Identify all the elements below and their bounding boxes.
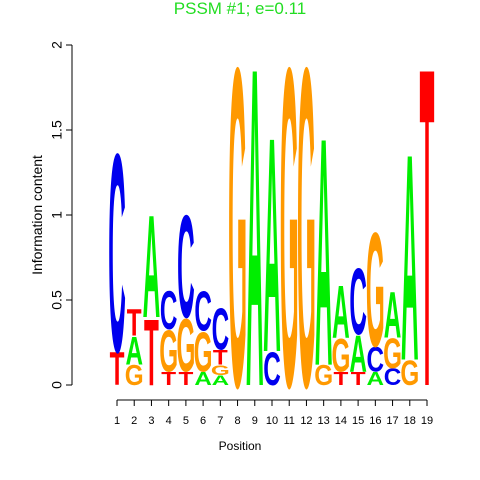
x-tick-label: 19 — [421, 415, 433, 427]
logo-letter: G — [314, 359, 333, 391]
x-tick-label: 6 — [200, 415, 206, 427]
x-tick-label: 17 — [386, 415, 398, 427]
logo-letter: G — [400, 355, 419, 393]
x-axis-label: Position — [219, 439, 262, 453]
x-tick-label: 11 — [284, 415, 295, 427]
logo-letter: G — [125, 359, 144, 391]
logo-letter: A — [263, 75, 281, 418]
logo-letter: C — [263, 342, 281, 395]
logo-letter: G — [366, 199, 385, 381]
logo-letter: A — [125, 330, 143, 375]
logo-letter: C — [367, 341, 385, 379]
x-tick-label: 16 — [369, 415, 381, 427]
y-tick-label: 0 — [49, 381, 65, 389]
logo-letter: T — [110, 342, 125, 395]
logo-letter: G — [176, 303, 195, 388]
x-tick-label: 2 — [131, 415, 137, 427]
x-tick-label: 18 — [404, 415, 416, 427]
logo-letter: A — [401, 93, 419, 423]
logo-letter: A — [332, 269, 350, 354]
logo-letter: A — [212, 373, 230, 389]
y-axis-label: Information content — [29, 155, 45, 275]
logo-letter: G — [383, 331, 402, 378]
x-tick-label: 12 — [300, 415, 312, 427]
x-tick-label: 1 — [114, 415, 120, 427]
x-tick-label: 3 — [148, 415, 154, 427]
x-tick-label: 14 — [335, 415, 347, 427]
x-tick-label: 7 — [217, 415, 223, 427]
logo-letter: A — [143, 186, 161, 349]
logo-letter: G — [159, 318, 178, 385]
y-tick-label: 2 — [49, 41, 65, 49]
y-tick-label: 1.5 — [49, 120, 65, 140]
logo-letter: A — [194, 368, 212, 390]
logo-letter: G — [280, 0, 299, 480]
y-tick-label: 1 — [49, 211, 65, 219]
logo-letter: C — [212, 296, 230, 363]
x-tick-label: 8 — [234, 415, 240, 427]
logo-letter: G — [211, 363, 230, 379]
logo-letter: A — [349, 324, 367, 383]
logo-letter: G — [331, 329, 350, 382]
logo-letter: A — [315, 70, 333, 434]
logo-letter: A — [384, 278, 402, 352]
x-tick-label: 4 — [166, 415, 172, 427]
x-tick-label: 10 — [266, 415, 278, 427]
logo-letter: A — [367, 368, 385, 390]
logo-letter: C — [108, 95, 126, 412]
logo-letter: C — [160, 280, 178, 341]
logo-letter: G — [297, 0, 316, 480]
logo-letter: G — [228, 0, 247, 480]
logo-letter: T — [161, 368, 177, 390]
chart-title: PSSM #1; e=0.11 — [174, 0, 306, 18]
logo-letter: T — [144, 300, 159, 405]
logo-letter: T — [213, 345, 228, 369]
logo-letter: T — [420, 0, 435, 480]
logo-letter: T — [178, 368, 194, 390]
logo-letter: C — [349, 249, 367, 354]
x-tick-label: 13 — [318, 415, 330, 427]
logo-letter: A — [246, 0, 264, 480]
logo-letter: C — [177, 186, 195, 349]
logo-letter: T — [351, 368, 367, 390]
y-tick-label: 0.5 — [49, 290, 65, 310]
logo-letter: C — [384, 364, 402, 391]
x-tick-label: 15 — [352, 415, 364, 427]
logo-letter: T — [127, 301, 142, 344]
x-tick-label: 5 — [183, 415, 189, 427]
logo-letter: G — [194, 322, 213, 384]
x-tick-label: 9 — [252, 415, 258, 427]
logo-letter: T — [333, 368, 349, 390]
logo-letter: C — [194, 281, 212, 343]
